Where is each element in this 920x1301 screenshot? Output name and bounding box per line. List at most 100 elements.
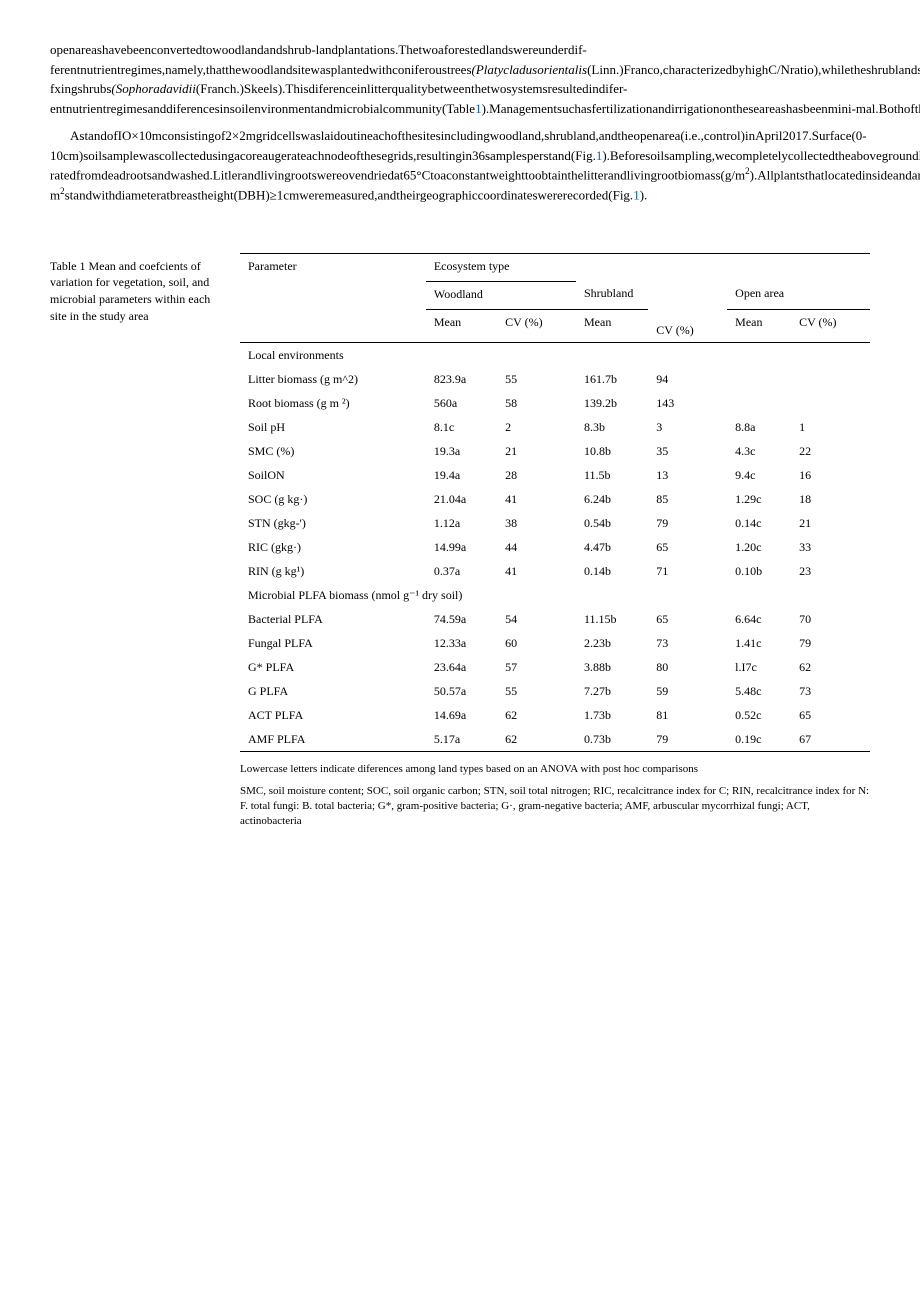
cell: 85 bbox=[648, 487, 727, 511]
cell: 13 bbox=[648, 463, 727, 487]
cell: Fungal PLFA bbox=[240, 631, 426, 655]
cell: G* PLFA bbox=[240, 655, 426, 679]
cell: 50.57a bbox=[426, 679, 497, 703]
cell: Root biomass (g m ²) bbox=[240, 391, 426, 415]
cell: 94 bbox=[648, 367, 727, 391]
cell: SMC (%) bbox=[240, 439, 426, 463]
col-header: Mean bbox=[727, 309, 791, 343]
table-row: RIN (g kg¹)0.37a410.14b710.10b23 bbox=[240, 559, 870, 583]
col-header: Mean bbox=[576, 309, 648, 343]
cell: 65 bbox=[791, 703, 870, 727]
cell: 2 bbox=[497, 415, 576, 439]
section-header: Local environments bbox=[240, 343, 870, 368]
species-name: (Platycladusorientalis bbox=[472, 62, 588, 77]
cell: RIC (gkg·) bbox=[240, 535, 426, 559]
table-row: SOC (g kg·)21.04a416.24b851.29c18 bbox=[240, 487, 870, 511]
cell: 19.3a bbox=[426, 439, 497, 463]
table-row: AMF PLFA5.17a620.73b790.19c67 bbox=[240, 727, 870, 752]
cell: 21.04a bbox=[426, 487, 497, 511]
cell: 8.3b bbox=[576, 415, 648, 439]
cell: 143 bbox=[648, 391, 727, 415]
cell: 7.27b bbox=[576, 679, 648, 703]
cell: 73 bbox=[791, 679, 870, 703]
cell: 1.73b bbox=[576, 703, 648, 727]
cell: 0.54b bbox=[576, 511, 648, 535]
cell: 60 bbox=[497, 631, 576, 655]
cell: 67 bbox=[791, 727, 870, 752]
cell: Litter biomass (g m^2) bbox=[240, 367, 426, 391]
cell: 0.10b bbox=[727, 559, 791, 583]
cell: 73 bbox=[648, 631, 727, 655]
cell: 0.14b bbox=[576, 559, 648, 583]
cell: 6.24b bbox=[576, 487, 648, 511]
cell: 65 bbox=[648, 535, 727, 559]
cell: 58 bbox=[497, 391, 576, 415]
cell: 0.52c bbox=[727, 703, 791, 727]
cell: 57 bbox=[497, 655, 576, 679]
col-header: Mean bbox=[426, 309, 497, 343]
cell: ACT PLFA bbox=[240, 703, 426, 727]
cell: 5.17a bbox=[426, 727, 497, 752]
table-section: Table 1 Mean and coefcients of variation… bbox=[50, 253, 870, 836]
cell: 6.64c bbox=[727, 607, 791, 631]
cell: 1.12a bbox=[426, 511, 497, 535]
col-header: Ecosystem type bbox=[426, 253, 576, 281]
cell: RIN (g kg¹) bbox=[240, 559, 426, 583]
table-row: SoilON19.4a2811.5b139.4c16 bbox=[240, 463, 870, 487]
table-row: RIC (gkg·)14.99a444.47b651.20c33 bbox=[240, 535, 870, 559]
species-name: (Sophoradavidii bbox=[111, 81, 196, 96]
cell: 21 bbox=[791, 511, 870, 535]
cell: 5.48c bbox=[727, 679, 791, 703]
cell: Bacterial PLFA bbox=[240, 607, 426, 631]
cell: 8.1c bbox=[426, 415, 497, 439]
cell: 0.73b bbox=[576, 727, 648, 752]
text: ). bbox=[640, 187, 648, 202]
cell bbox=[791, 367, 870, 391]
left-column: openareashavebeenconvertedtowoodlandands… bbox=[50, 40, 920, 213]
cell: 62 bbox=[497, 727, 576, 752]
col-header: CV (%) bbox=[497, 309, 576, 343]
text: standwithdiameteratbreastheight(DBH)≥1cm… bbox=[65, 187, 634, 202]
data-table: Parameter Ecosystem type Woodland Shrubl… bbox=[240, 253, 870, 753]
cell: 65 bbox=[648, 607, 727, 631]
cell: l.I7c bbox=[727, 655, 791, 679]
table-row: G* PLFA23.64a573.88b80l.I7c62 bbox=[240, 655, 870, 679]
cell: 1.41c bbox=[727, 631, 791, 655]
cell: 560a bbox=[426, 391, 497, 415]
cell: 79 bbox=[648, 727, 727, 752]
cell bbox=[727, 367, 791, 391]
left-para-2: AstandofIO×10mconsistingof2×2mgridcellsw… bbox=[50, 126, 920, 205]
cell: 139.2b bbox=[576, 391, 648, 415]
cell: 35 bbox=[648, 439, 727, 463]
table-row: Litter biomass (g m^2)823.9a55161.7b94 bbox=[240, 367, 870, 391]
table-row: Soil pH8.1c28.3b38.8a1 bbox=[240, 415, 870, 439]
cell: 21 bbox=[497, 439, 576, 463]
cell: 28 bbox=[497, 463, 576, 487]
cell: 12.33a bbox=[426, 631, 497, 655]
cell: 80 bbox=[648, 655, 727, 679]
table-row: Root biomass (g m ²)560a58139.2b143 bbox=[240, 391, 870, 415]
text: ).Managementsuchasfertilizationandirriga… bbox=[482, 101, 920, 116]
cell: 0.14c bbox=[727, 511, 791, 535]
cell: 11.15b bbox=[576, 607, 648, 631]
cell: 8.8a bbox=[727, 415, 791, 439]
cell: 18 bbox=[791, 487, 870, 511]
col-header: Woodland bbox=[426, 281, 576, 309]
table-row: STN (gkg-')1.12a380.54b790.14c21 bbox=[240, 511, 870, 535]
table-footnote: Lowercase letters indicate diferences am… bbox=[240, 762, 870, 830]
cell: 3.88b bbox=[576, 655, 648, 679]
cell: SOC (g kg·) bbox=[240, 487, 426, 511]
table-wrap: Parameter Ecosystem type Woodland Shrubl… bbox=[240, 253, 870, 836]
cell: 62 bbox=[791, 655, 870, 679]
cell: 23.64a bbox=[426, 655, 497, 679]
cell: 16 bbox=[791, 463, 870, 487]
cell: 79 bbox=[648, 511, 727, 535]
col-header: CV (%) bbox=[648, 309, 727, 343]
left-para-1: openareashavebeenconvertedtowoodlandands… bbox=[50, 40, 920, 118]
cell: 4.3c bbox=[727, 439, 791, 463]
table-row: ACT PLFA14.69a621.73b810.52c65 bbox=[240, 703, 870, 727]
cell: 0.37a bbox=[426, 559, 497, 583]
cell: 41 bbox=[497, 487, 576, 511]
cell: 14.69a bbox=[426, 703, 497, 727]
cell: 70 bbox=[791, 607, 870, 631]
